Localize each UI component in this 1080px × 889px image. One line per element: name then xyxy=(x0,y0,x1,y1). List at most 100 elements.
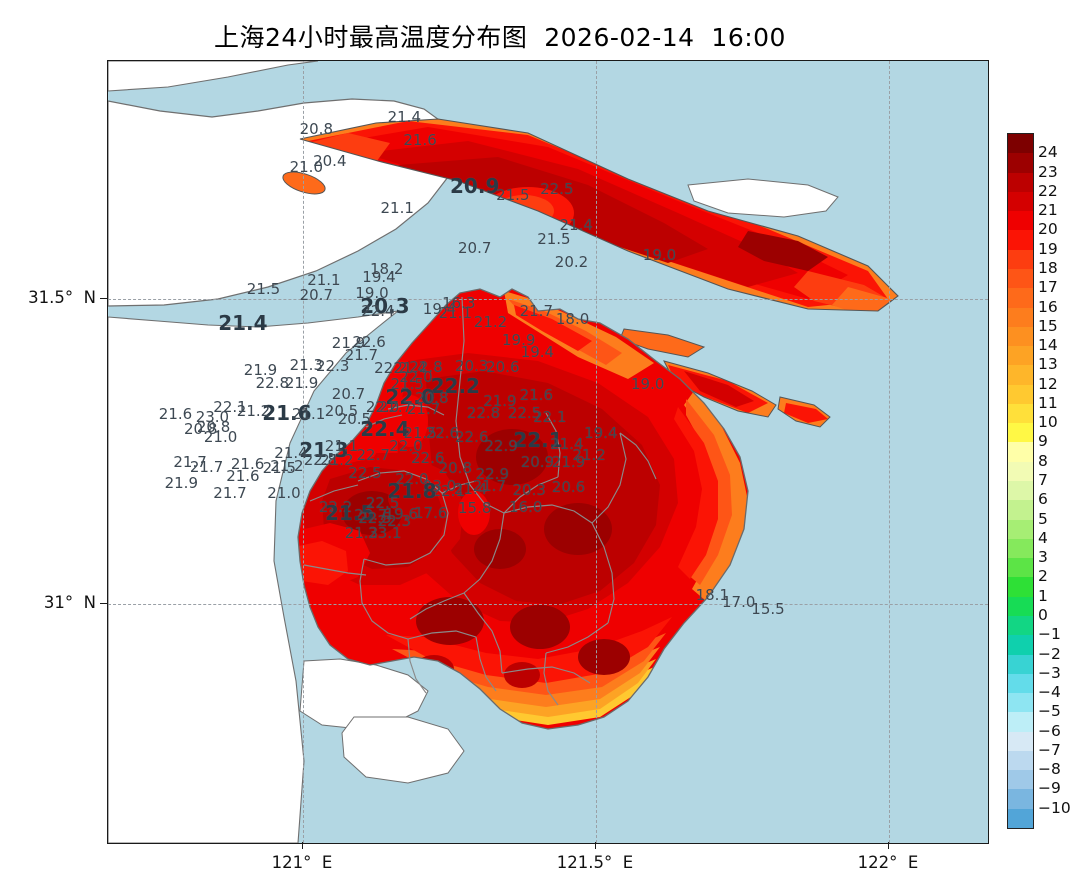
map-plot-area[interactable]: 20.8 21.4 21.6 21.0 20.4 20.9 21.5 22.5 21.1 21.4… xyxy=(107,60,989,844)
colorbar-segment xyxy=(1008,654,1033,675)
colorbar[interactable] xyxy=(1007,133,1034,829)
station-value: 18.0 xyxy=(555,309,590,328)
station-value: 22.5 xyxy=(348,463,382,482)
station-value: 21.4 xyxy=(550,435,584,454)
station-value: 22.1 xyxy=(533,407,567,426)
station-value: 20.5 xyxy=(337,409,372,428)
station-value: 22.7 xyxy=(378,397,413,416)
station-value: 19.9 xyxy=(501,331,536,350)
station-value: 21.9 xyxy=(331,334,366,353)
station-value: 20.8 xyxy=(183,419,218,438)
station-value: 20.8 xyxy=(299,119,333,138)
station-value: 19.0 xyxy=(642,246,677,264)
colorbar-tick: 19 xyxy=(1038,239,1058,258)
shanghai-outline xyxy=(297,288,749,730)
station-value: 22.0 xyxy=(385,385,435,410)
colorbar-segment xyxy=(1008,153,1033,174)
station-value: 21.7 xyxy=(189,457,224,476)
colorbar-tick: −4 xyxy=(1038,683,1061,702)
colorbar-segment xyxy=(1008,230,1033,251)
station-value: 21.5 xyxy=(496,185,530,204)
station-value: 18.1 xyxy=(695,585,729,604)
colorbar-tick: 7 xyxy=(1038,471,1048,489)
colorbar-segment xyxy=(1008,519,1033,540)
station-value: 21.8 xyxy=(387,479,437,504)
map-canvas: 20.8 21.4 21.6 21.0 20.4 20.9 21.5 22.5 21.1 21.4… xyxy=(108,61,988,843)
station-value: 21.1 xyxy=(380,199,414,217)
district-boundaries xyxy=(303,296,657,706)
xtick-mark-121 xyxy=(302,842,303,849)
colorbar-segment xyxy=(1008,693,1033,713)
station-value: 21.5 xyxy=(537,229,571,248)
colorbar-tick: 16 xyxy=(1038,297,1058,316)
colorbar-segment xyxy=(1008,249,1033,270)
colorbar-tick: −2 xyxy=(1038,644,1061,663)
colorbar-tick: −5 xyxy=(1038,702,1061,721)
colorbar-segment xyxy=(1008,288,1033,309)
station-value: 21.4 xyxy=(453,480,488,498)
colorbar-tick: −3 xyxy=(1038,663,1061,682)
station-value: 20.7 xyxy=(331,385,366,404)
station-value: 22.6 xyxy=(352,333,386,351)
colorbar-tick: −8 xyxy=(1038,760,1061,779)
station-value: 22.1 xyxy=(213,397,247,416)
station-value: 22.5 xyxy=(358,509,392,528)
colorbar-tick: 24 xyxy=(1038,143,1058,162)
station-value: 23.0 xyxy=(195,407,230,426)
ytick-label-31: 31° N xyxy=(43,593,96,612)
station-value: 22.1 xyxy=(513,428,563,453)
station-value: 22.7 xyxy=(356,445,390,464)
station-value: 21.0 xyxy=(289,157,323,176)
colorbar-segment xyxy=(1008,384,1033,405)
station-value: 22.8 xyxy=(466,403,501,422)
colorbar-tick: 9 xyxy=(1038,432,1048,451)
gridline-lon-121 xyxy=(303,61,304,843)
colorbar-segment xyxy=(1008,808,1033,828)
colorbar-segment xyxy=(1008,770,1033,791)
colorbar-segment xyxy=(1008,615,1033,636)
colorbar-tick: −9 xyxy=(1038,779,1061,798)
xtick-label-121p5: 121.5° E xyxy=(556,853,634,872)
station-value: 20.7 xyxy=(457,239,492,257)
station-value: 21.4 xyxy=(387,107,421,126)
station-value: 19.0 xyxy=(630,375,665,394)
colorbar-segment xyxy=(1008,558,1033,578)
colorbar-tick: 14 xyxy=(1038,336,1058,355)
station-value: 22.8 xyxy=(255,374,289,393)
station-value: 15.5 xyxy=(751,600,785,618)
station-value: 21.9 xyxy=(164,474,198,493)
colorbar-tick: −6 xyxy=(1038,721,1061,740)
colorbar-segment xyxy=(1008,191,1033,212)
gridline-lon-122 xyxy=(889,61,890,843)
colorbar-segment xyxy=(1008,268,1033,289)
gridline-lat-31p5 xyxy=(108,299,988,300)
station-value: 21.5 xyxy=(403,423,437,442)
station-value: 21.1 xyxy=(307,270,341,289)
gridline-lon-121p5 xyxy=(596,61,597,843)
colorbar-segment xyxy=(1008,172,1033,193)
colorbar-segment xyxy=(1008,731,1033,752)
colorbar-segment xyxy=(1008,500,1033,521)
station-value: 21.3 xyxy=(344,523,379,542)
colorbar-segment xyxy=(1008,442,1033,463)
station-value: 17.0 xyxy=(721,592,756,611)
xtick-label-121: 121° E xyxy=(271,853,333,872)
colorbar-segment xyxy=(1008,365,1033,386)
station-value: 19.4 xyxy=(584,423,618,442)
colorbar-segment xyxy=(1008,326,1033,347)
colorbar-tick: 18 xyxy=(1038,258,1058,277)
station-value: 22.9 xyxy=(475,464,509,483)
station-value: 21.9 xyxy=(551,453,586,471)
station-value: 21.6 xyxy=(519,386,553,404)
station-value: 20.7 xyxy=(299,286,333,304)
colorbar-segment xyxy=(1008,403,1033,424)
colorbar-segment xyxy=(1008,673,1033,694)
xtick-mark-122 xyxy=(888,842,889,849)
station-value: 21.7 xyxy=(406,400,441,419)
colorbar-tick: 20 xyxy=(1038,220,1058,239)
colorbar-segment xyxy=(1008,346,1033,366)
station-value: 22.5 xyxy=(507,403,542,422)
station-value: 20.6 xyxy=(551,478,586,497)
station-value: 21.6 xyxy=(403,131,437,150)
station-value: 22.0 xyxy=(395,469,429,488)
